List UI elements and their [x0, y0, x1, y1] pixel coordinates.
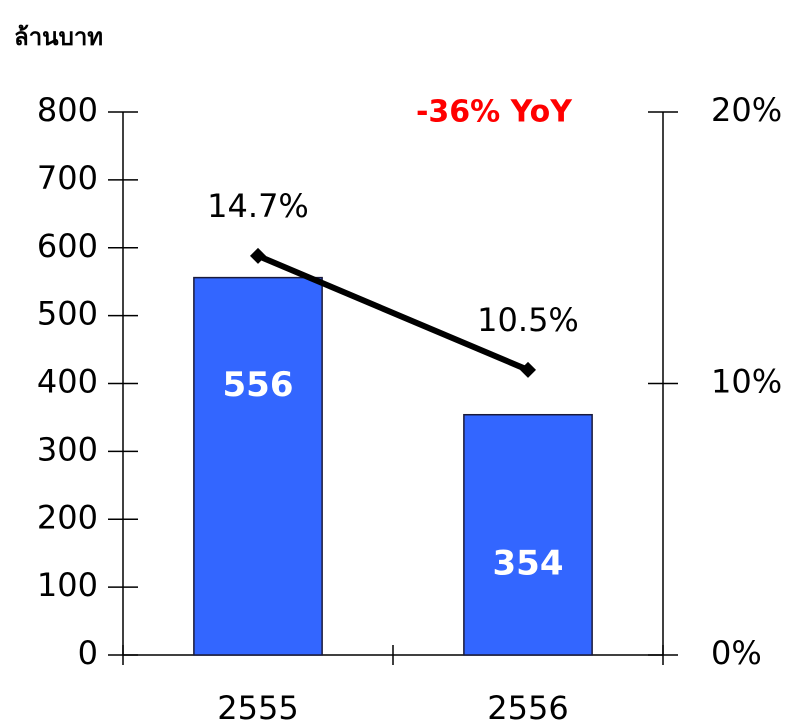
bar	[463, 413, 593, 656]
y2-tick-label: 20%	[711, 91, 782, 129]
bar-value-label: 556	[223, 365, 294, 405]
y-tick-label: 500	[37, 295, 98, 333]
line-marker	[520, 361, 536, 378]
y2-tick-label: 10%	[711, 363, 782, 401]
annotation: -36% YoY	[416, 95, 573, 130]
y-tick-label: 0	[78, 634, 98, 672]
y-tick-label: 800	[37, 91, 98, 129]
y-tick-label: 700	[37, 159, 98, 197]
bar-value-label: 354	[493, 543, 564, 583]
y-tick-label: 200	[37, 498, 98, 536]
line-marker	[250, 247, 266, 264]
y-tick-label: 300	[37, 430, 98, 468]
line	[256, 253, 530, 373]
line-value-label: 14.7%	[207, 187, 309, 225]
y-tick-label: 100	[37, 566, 98, 604]
x-tick-label: 2556	[487, 689, 568, 727]
line-value-label: 10.5%	[477, 301, 579, 339]
y-axis-label: ล้านบาท	[14, 23, 103, 51]
y2-tick-label: 0%	[711, 634, 762, 672]
y-tick-label: 400	[37, 363, 98, 401]
x-tick-label: 2555	[217, 689, 298, 727]
bar	[193, 276, 323, 656]
y-tick-label: 600	[37, 227, 98, 265]
